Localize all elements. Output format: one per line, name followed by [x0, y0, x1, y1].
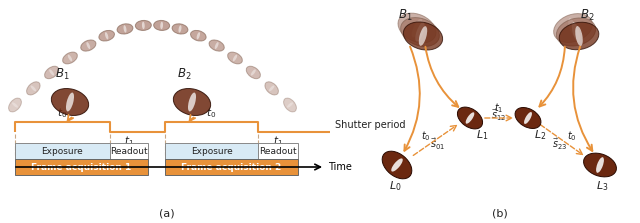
Text: Frame acquisition 2: Frame acquisition 2	[181, 163, 282, 171]
Ellipse shape	[173, 89, 211, 116]
Ellipse shape	[572, 22, 580, 42]
Text: $\vec{s}_{23}$: $\vec{s}_{23}$	[552, 136, 568, 152]
Ellipse shape	[215, 42, 219, 49]
Text: $B_1$: $B_1$	[397, 8, 412, 23]
Ellipse shape	[251, 69, 256, 76]
Text: $t_1$: $t_1$	[494, 101, 504, 115]
Text: Exposure: Exposure	[42, 147, 83, 155]
Ellipse shape	[209, 40, 224, 51]
Ellipse shape	[398, 13, 436, 43]
Ellipse shape	[142, 22, 145, 29]
Text: Exposure: Exposure	[191, 147, 232, 155]
Ellipse shape	[584, 153, 616, 177]
Ellipse shape	[419, 26, 428, 46]
Ellipse shape	[81, 40, 96, 51]
Ellipse shape	[228, 52, 243, 64]
Text: $\vec{s}_{01}$: $\vec{s}_{01}$	[430, 136, 445, 152]
Ellipse shape	[124, 25, 127, 33]
Text: $t_0$: $t_0$	[58, 106, 68, 120]
Ellipse shape	[265, 82, 278, 95]
Ellipse shape	[515, 107, 541, 128]
Ellipse shape	[403, 22, 443, 50]
FancyBboxPatch shape	[110, 143, 148, 159]
Text: $t_1$: $t_1$	[273, 134, 283, 148]
Text: $L_2$: $L_2$	[534, 128, 546, 142]
Ellipse shape	[284, 98, 296, 112]
Text: Time: Time	[328, 162, 352, 172]
FancyBboxPatch shape	[15, 159, 148, 175]
Text: $t_0$: $t_0$	[420, 129, 430, 143]
Text: Frame acquisition 1: Frame acquisition 1	[31, 163, 132, 171]
Ellipse shape	[188, 93, 196, 112]
Text: $L_0$: $L_0$	[388, 179, 401, 193]
Text: $\vec{s}_{12}$: $\vec{s}_{12}$	[492, 107, 506, 123]
Ellipse shape	[246, 66, 260, 79]
Ellipse shape	[559, 22, 599, 50]
Text: (b): (b)	[492, 208, 508, 218]
Text: Readout: Readout	[110, 147, 148, 155]
Ellipse shape	[556, 18, 596, 46]
Text: $B_2$: $B_2$	[580, 8, 595, 23]
Ellipse shape	[51, 89, 89, 116]
Ellipse shape	[105, 32, 108, 39]
Ellipse shape	[391, 158, 403, 171]
Ellipse shape	[86, 42, 90, 49]
Ellipse shape	[160, 22, 163, 29]
Ellipse shape	[154, 21, 170, 31]
FancyBboxPatch shape	[258, 143, 298, 159]
Ellipse shape	[45, 66, 59, 79]
FancyBboxPatch shape	[15, 143, 110, 159]
Ellipse shape	[63, 52, 77, 64]
Ellipse shape	[135, 21, 151, 31]
Ellipse shape	[458, 107, 483, 129]
Text: $B_2$: $B_2$	[177, 67, 191, 82]
Ellipse shape	[8, 98, 21, 112]
Ellipse shape	[466, 112, 474, 124]
Ellipse shape	[27, 82, 40, 95]
Ellipse shape	[575, 26, 583, 46]
Text: $t_0$: $t_0$	[207, 106, 216, 120]
Ellipse shape	[415, 23, 425, 41]
Ellipse shape	[68, 55, 72, 61]
Ellipse shape	[568, 19, 578, 38]
Ellipse shape	[401, 18, 439, 46]
Ellipse shape	[287, 102, 293, 108]
Text: $L_1$: $L_1$	[476, 128, 488, 142]
Ellipse shape	[554, 14, 593, 42]
Ellipse shape	[196, 32, 200, 39]
Ellipse shape	[117, 24, 133, 34]
Ellipse shape	[524, 112, 532, 124]
Ellipse shape	[382, 151, 412, 179]
Text: $t_1$: $t_1$	[124, 134, 134, 148]
FancyBboxPatch shape	[165, 143, 258, 159]
FancyBboxPatch shape	[165, 159, 298, 175]
Text: $L_3$: $L_3$	[596, 179, 608, 193]
Ellipse shape	[66, 93, 74, 112]
Ellipse shape	[191, 30, 206, 41]
Text: Shutter period: Shutter period	[335, 120, 406, 130]
Ellipse shape	[99, 30, 115, 41]
Ellipse shape	[596, 157, 604, 173]
Text: $B_1$: $B_1$	[55, 67, 69, 82]
Ellipse shape	[172, 24, 188, 34]
Ellipse shape	[12, 102, 18, 108]
Text: Readout: Readout	[259, 147, 297, 155]
Text: $t_0$: $t_0$	[567, 129, 577, 143]
Ellipse shape	[179, 25, 182, 33]
Ellipse shape	[233, 55, 237, 61]
Ellipse shape	[49, 69, 54, 76]
Ellipse shape	[31, 85, 36, 91]
Text: (a): (a)	[159, 208, 174, 218]
Ellipse shape	[412, 19, 422, 37]
Ellipse shape	[269, 85, 275, 91]
